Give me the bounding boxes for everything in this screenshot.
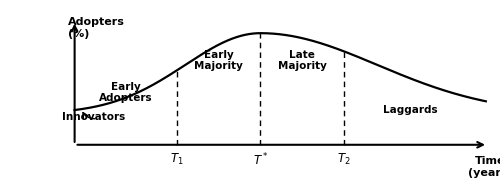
Text: Laggards: Laggards xyxy=(384,105,438,115)
Text: Early
Adopters: Early Adopters xyxy=(99,82,152,104)
Text: $T_2$: $T_2$ xyxy=(337,152,350,167)
Text: Time
(years): Time (years) xyxy=(468,156,500,177)
Text: $T_1$: $T_1$ xyxy=(170,152,183,167)
Text: $T^*$: $T^*$ xyxy=(252,152,268,168)
Text: Late
Majority: Late Majority xyxy=(278,50,326,71)
Text: Early
Majority: Early Majority xyxy=(194,50,243,71)
Text: Innovators: Innovators xyxy=(62,112,126,122)
Text: Adopters
(%): Adopters (%) xyxy=(68,17,125,39)
